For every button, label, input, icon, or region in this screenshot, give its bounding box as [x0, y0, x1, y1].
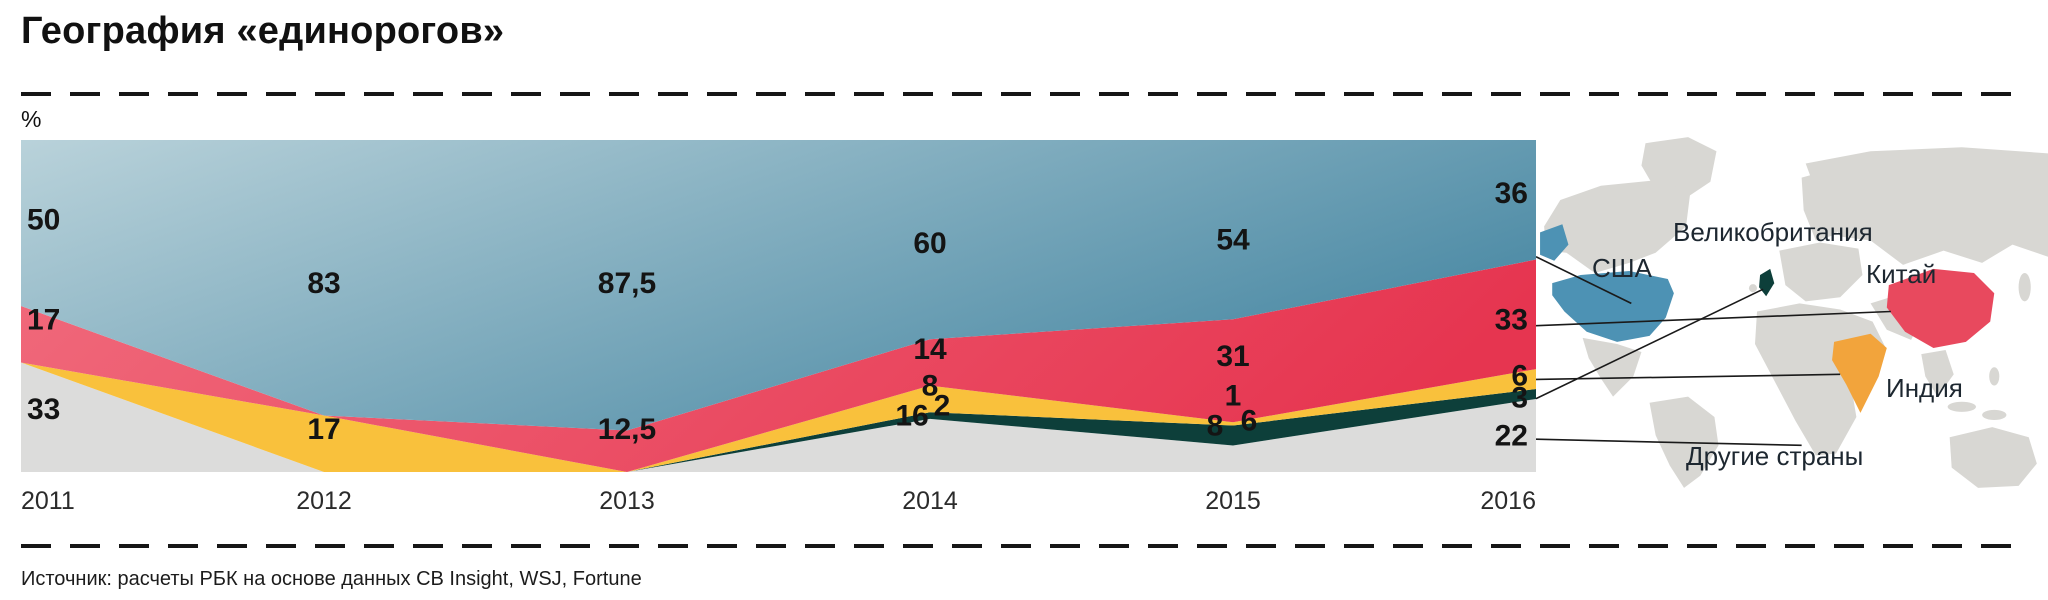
map-label-other: Другие страны	[1686, 441, 1864, 471]
chart-value-label: 33	[1495, 303, 1528, 336]
y-axis-unit-label: %	[21, 106, 42, 132]
chart-value-label: 1	[1225, 380, 1242, 413]
x-axis-label: 2013	[599, 487, 655, 515]
region-europe	[1779, 242, 1863, 302]
chart-value-label: 6	[1511, 360, 1528, 393]
chart-value-label: 60	[913, 227, 946, 260]
region-se-asia	[1921, 350, 1954, 397]
connector-uk	[1536, 288, 1764, 400]
region-mexico	[1582, 337, 1642, 397]
region-indonesia-west	[1947, 401, 1977, 412]
region-uk	[1759, 268, 1775, 297]
chart-value-label: 22	[1495, 419, 1528, 452]
area-india	[21, 362, 1536, 472]
divider-bottom	[21, 544, 2011, 548]
chart-value-label: 6	[1241, 405, 1258, 438]
chart-value-label: 33	[27, 393, 60, 426]
region-indonesia-east	[1982, 409, 2007, 420]
area-usa	[21, 140, 1536, 431]
region-canada	[1544, 179, 1691, 273]
chart-value-label: 12,5	[598, 413, 656, 446]
x-axis: 2011 2012 2013 2014 2015 2016	[21, 487, 1536, 517]
chart-value-label: 87,5	[598, 267, 656, 300]
divider-top	[21, 92, 2011, 96]
region-philippines	[1989, 367, 2000, 386]
world-map-panel: США Великобритания Китай Индия Другие страны	[1536, 133, 2048, 493]
chart-value-label: 31	[1216, 340, 1249, 373]
area-china	[21, 259, 1536, 472]
region-china	[1886, 268, 1995, 348]
region-russia-asia	[1805, 147, 2048, 265]
region-australia	[1949, 427, 2037, 488]
chart-value-label: 16	[895, 400, 928, 433]
page-title: География «единорогов»	[21, 10, 505, 52]
chart-value-label: 17	[27, 303, 60, 336]
source-note: Источник: расчеты РБК на основе данных C…	[21, 568, 642, 590]
chart-value-label: 54	[1216, 224, 1250, 257]
chart-value-label: 14	[913, 333, 947, 366]
chart-value-label: 3	[1511, 381, 1528, 414]
world-map	[1536, 137, 2048, 488]
x-axis-label: 2015	[1205, 487, 1261, 515]
chart-value-label: 8	[1207, 410, 1224, 443]
chart-value-label: 50	[27, 204, 60, 237]
map-label-china: Китай	[1866, 259, 1937, 289]
map-label-uk: Великобритания	[1673, 217, 1873, 247]
region-japan	[2018, 272, 2031, 302]
chart-value-label: 36	[1495, 177, 1528, 210]
connector-china	[1536, 310, 1891, 327]
connector-usa	[1536, 256, 1632, 305]
chart-value-label: 2	[934, 390, 951, 423]
chart-value-label: 8	[922, 370, 939, 403]
map-label-usa: США	[1592, 253, 1652, 283]
region-india	[1832, 333, 1887, 413]
map-land	[1540, 137, 2048, 488]
x-axis-label: 2011	[21, 487, 75, 515]
region-ireland	[1748, 284, 1758, 293]
region-usa	[1540, 224, 1674, 342]
chart-value-label: 17	[307, 413, 340, 446]
connector-india	[1536, 373, 1841, 381]
area-other	[21, 362, 1536, 472]
map-label-india: Индия	[1886, 373, 1963, 403]
x-axis-label: 2014	[902, 487, 958, 515]
x-axis-label: 2016	[1480, 487, 1536, 515]
x-axis-label: 2012	[296, 487, 352, 515]
connector-other	[1536, 438, 1802, 447]
map-connectors	[1536, 256, 1891, 447]
chart-value-label: 83	[307, 267, 340, 300]
